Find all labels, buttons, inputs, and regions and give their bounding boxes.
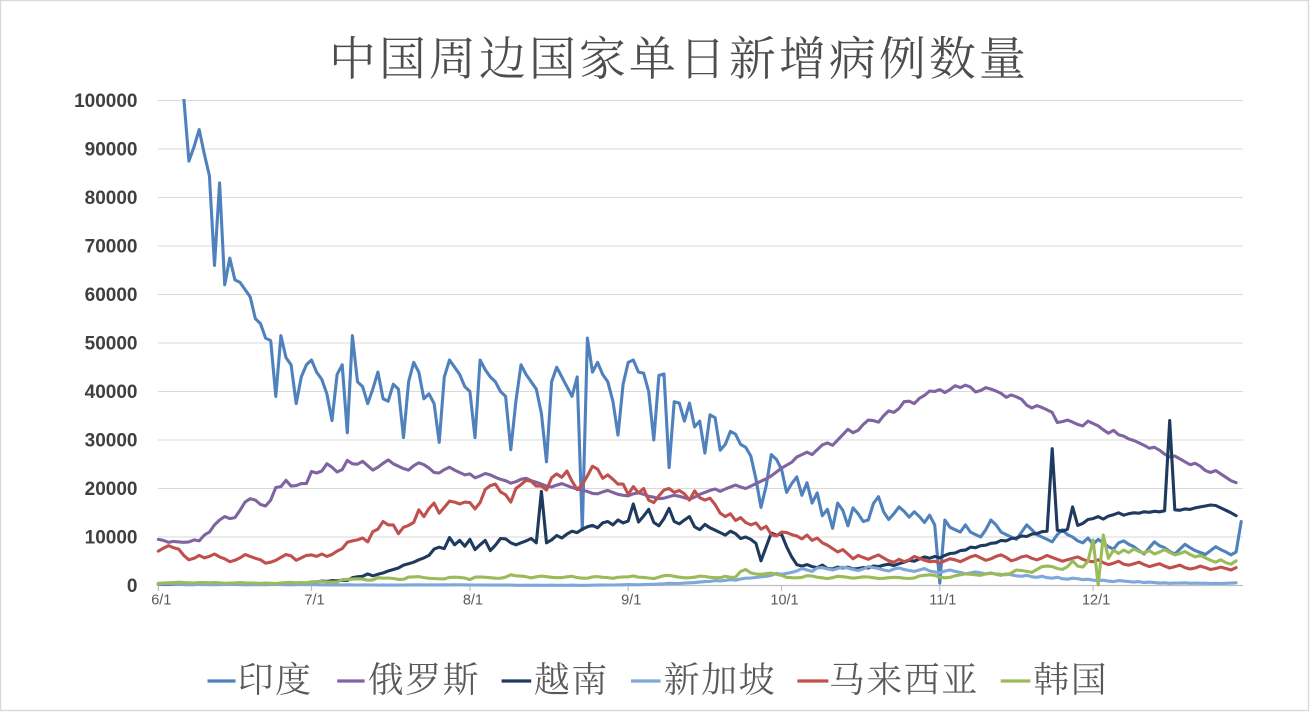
svg-text:90000: 90000 xyxy=(85,140,138,161)
svg-text:50000: 50000 xyxy=(85,334,138,355)
svg-text:10000: 10000 xyxy=(85,528,138,549)
svg-text:11/1: 11/1 xyxy=(929,593,956,609)
svg-text:7/1: 7/1 xyxy=(304,593,324,609)
svg-text:60000: 60000 xyxy=(85,285,138,306)
svg-text:80000: 80000 xyxy=(85,188,138,209)
svg-text:6/1: 6/1 xyxy=(151,593,171,609)
svg-text:30000: 30000 xyxy=(85,431,138,452)
svg-text:10/1: 10/1 xyxy=(770,593,798,609)
svg-text:20000: 20000 xyxy=(85,479,138,500)
svg-text:100000: 100000 xyxy=(74,91,137,112)
svg-text:9/1: 9/1 xyxy=(621,593,641,609)
svg-text:8/1: 8/1 xyxy=(463,593,483,609)
svg-text:12/1: 12/1 xyxy=(1082,593,1110,609)
svg-text:70000: 70000 xyxy=(85,237,138,258)
svg-text:0: 0 xyxy=(127,576,138,597)
svg-text:40000: 40000 xyxy=(85,382,138,403)
